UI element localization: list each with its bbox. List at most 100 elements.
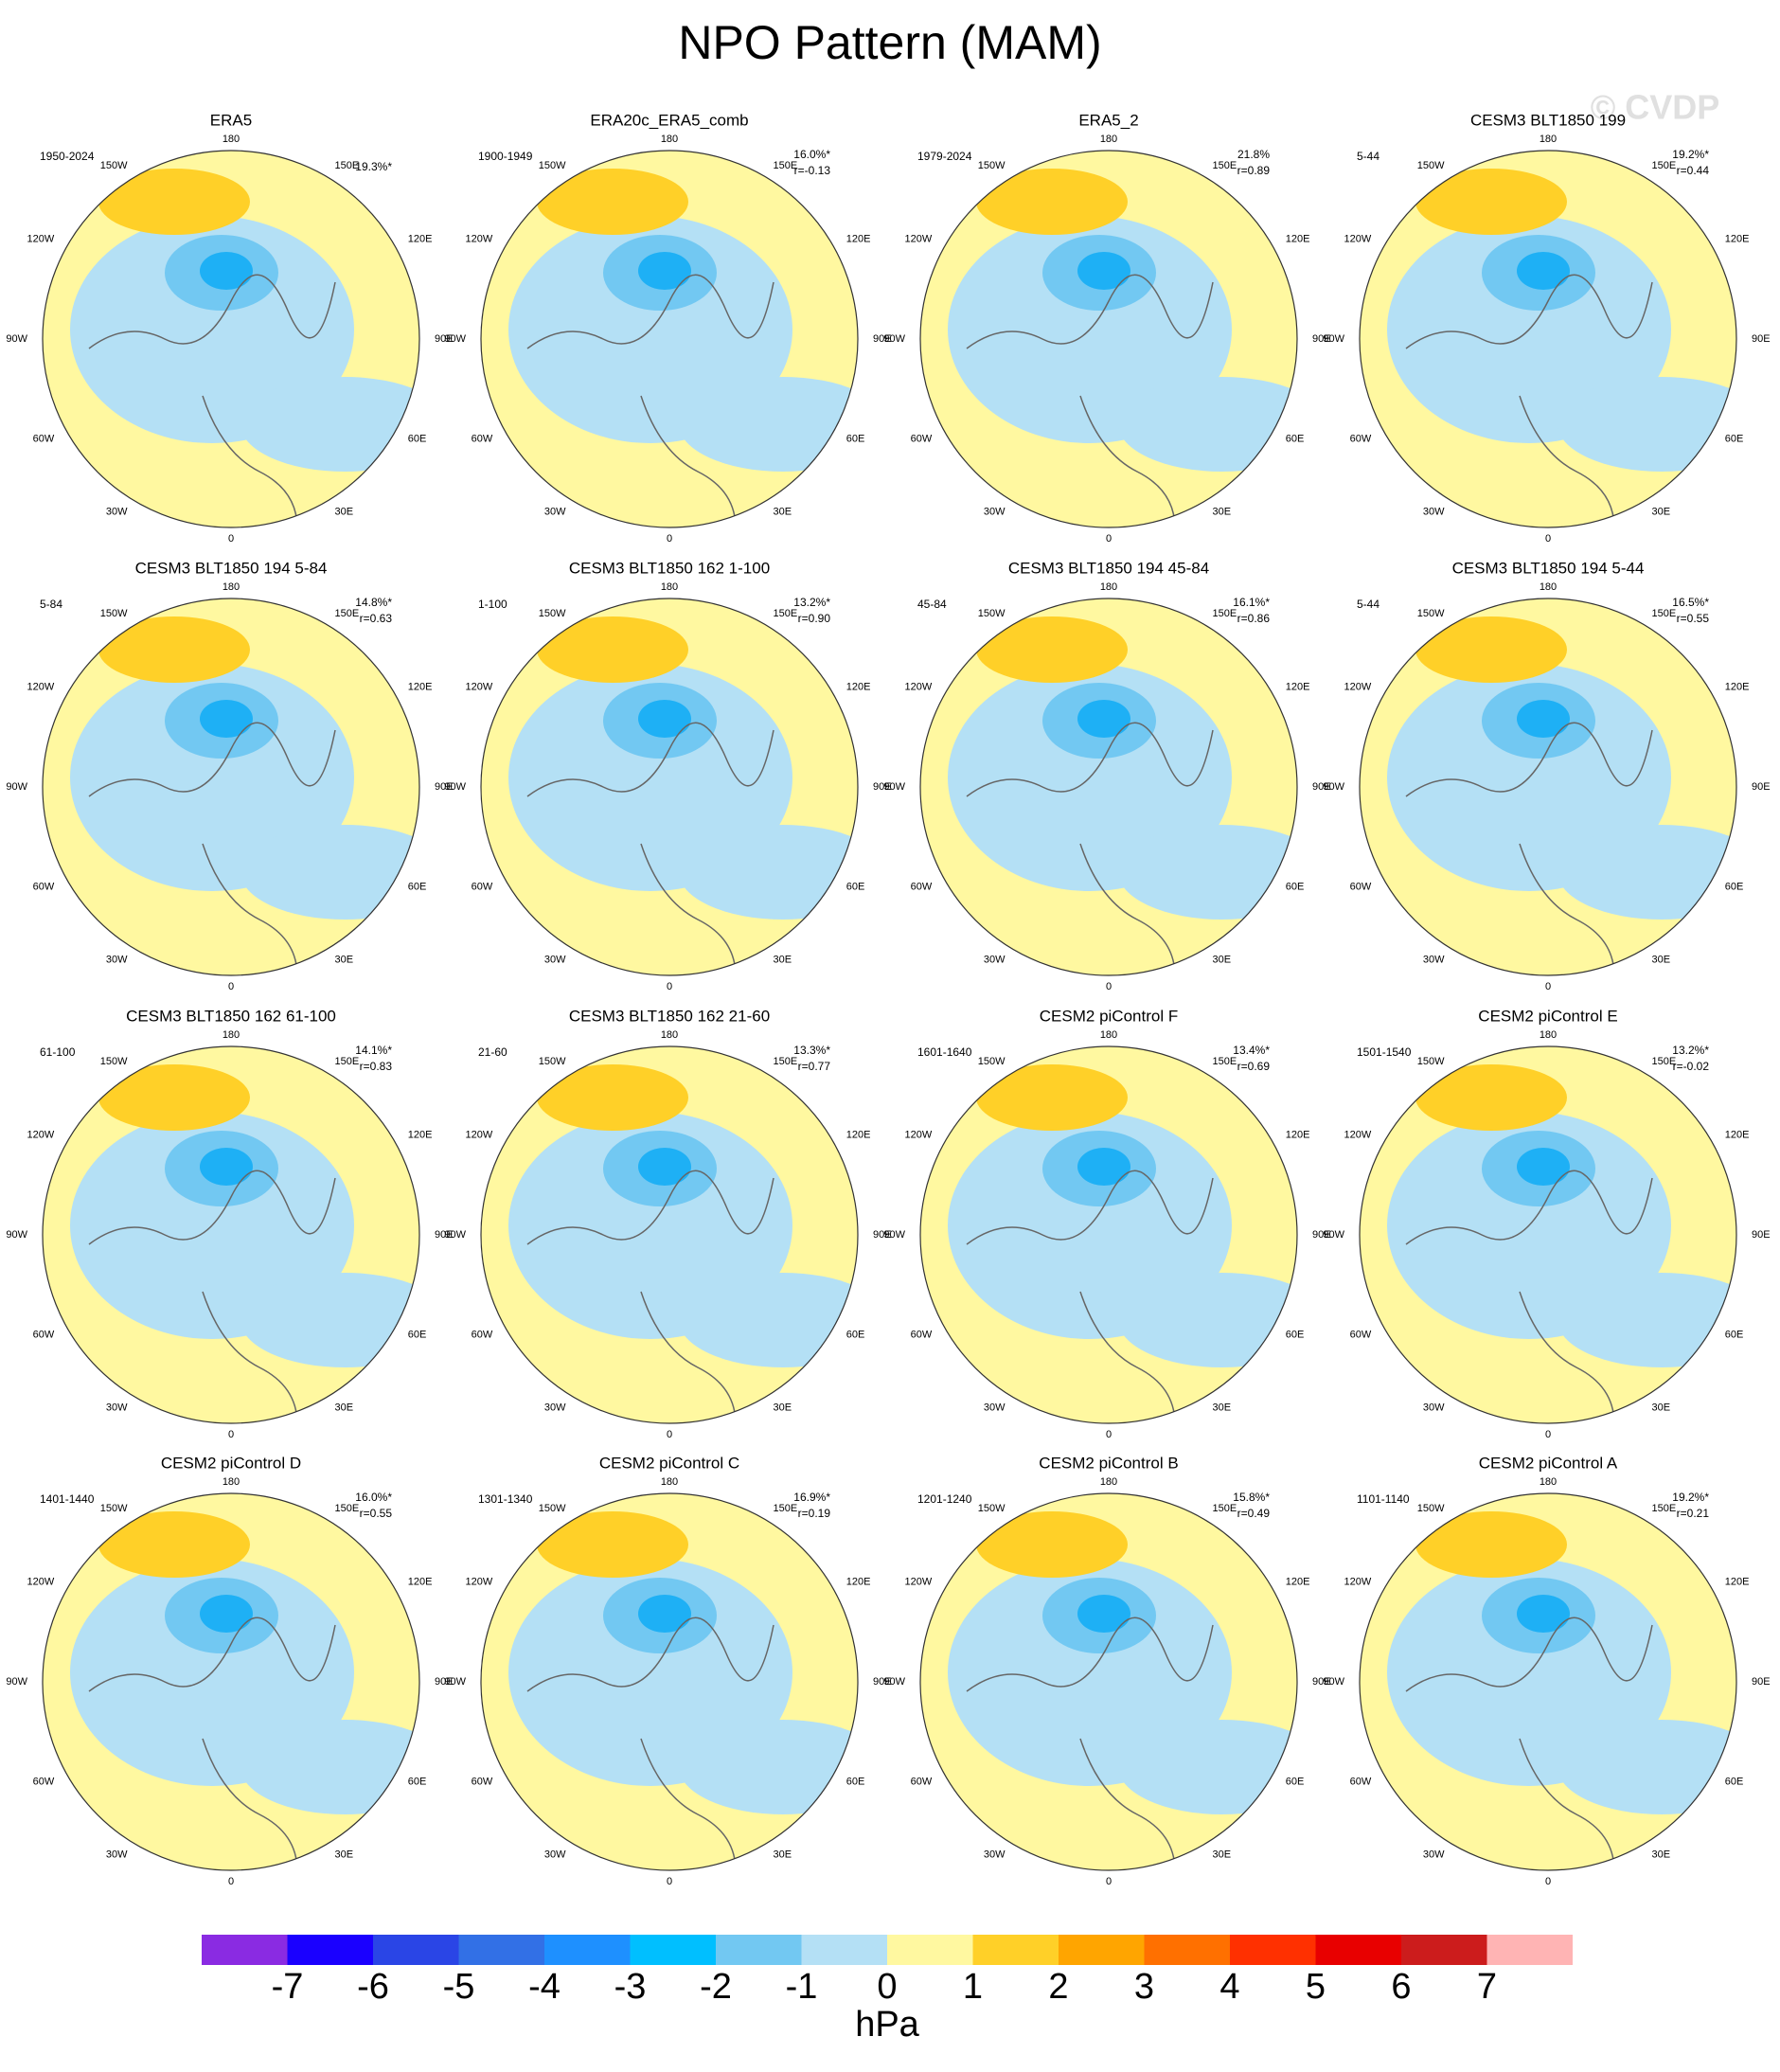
longitude-label: 120E <box>846 1129 871 1140</box>
map-panel: CESM2 piControl B 1201-1240 15.8%* r=0.49 18… <box>883 1454 1330 1886</box>
map-border <box>480 150 859 528</box>
period: 5-84 <box>40 598 62 611</box>
period: 1301-1340 <box>478 1492 533 1506</box>
negative-core <box>1517 1595 1570 1633</box>
map-border <box>919 1492 1298 1871</box>
longitude-label: 180 <box>661 1476 678 1488</box>
negative-core <box>1077 1595 1130 1633</box>
longitude-label: 60E <box>1725 1329 1744 1340</box>
longitude-label: 60W <box>33 433 55 444</box>
pattern-correlation: r=-0.02 <box>1673 1060 1710 1073</box>
negative-region <box>1118 1720 1297 1814</box>
longitude-label: 30E <box>1652 1849 1671 1861</box>
map-fill <box>920 1493 1297 1870</box>
period: 21-60 <box>478 1045 507 1059</box>
longitude-label: 90W <box>883 333 905 345</box>
longitude-label: 120W <box>466 1129 493 1140</box>
longitude-label: 90E <box>1312 333 1331 345</box>
longitude-label: 180 <box>222 1029 240 1041</box>
watermark: © CVDP <box>1591 88 1720 127</box>
colorbar-tick-label: 3 <box>1134 1967 1154 2007</box>
map-panel: CESM2 piControl C 1301-1340 16.9%* r=0.19 18… <box>444 1454 891 1886</box>
panel-title: CESM2 piControl A <box>1479 1454 1618 1472</box>
longitude-label: 150W <box>1417 1503 1445 1514</box>
coastline <box>1405 722 1653 975</box>
longitude-label: 60W <box>472 881 493 892</box>
variance: 15.8%* <box>1233 1491 1270 1504</box>
panel-title: CESM2 piControl D <box>161 1454 301 1472</box>
pattern-correlation: r=0.44 <box>1677 164 1710 177</box>
negative-core <box>200 700 253 738</box>
pattern-correlation: r=0.90 <box>798 612 831 625</box>
colorbar-label: hPa <box>855 2005 919 2045</box>
map-panel: CESM2 piControl F 1601-1640 13.4%* r=0.69 18… <box>883 1007 1330 1439</box>
longitude-label: 30E <box>335 507 354 518</box>
longitude-label: 150W <box>100 1503 128 1514</box>
longitude-label: 90W <box>6 1676 27 1688</box>
longitude-label: 60E <box>846 1776 865 1787</box>
coastline <box>1405 1170 1653 1423</box>
variance: 16.5%* <box>1672 596 1709 609</box>
longitude-label: 180 <box>222 134 240 145</box>
colorbar-swatch <box>801 1935 887 1965</box>
period: 61-100 <box>40 1045 76 1059</box>
longitude-label: 180 <box>1100 581 1117 593</box>
map-border <box>42 598 420 976</box>
longitude-label: 120E <box>1286 233 1310 244</box>
longitude-label: 120W <box>1344 1576 1372 1587</box>
longitude-label: 150E <box>774 1503 798 1514</box>
positive-region <box>537 169 688 235</box>
colorbar-tick-label: -3 <box>614 1967 647 2007</box>
longitude-label: 120W <box>466 1576 493 1587</box>
longitude-label: 90W <box>1323 333 1344 345</box>
coastline <box>966 1617 1214 1870</box>
map-panel: ERA20c_ERA5_comb 1900-1949 16.0%* r=-0.13 18… <box>444 111 891 544</box>
positive-region <box>976 1064 1128 1131</box>
pattern-correlation: r=0.69 <box>1237 1060 1271 1073</box>
variance: 19.3%* <box>355 160 392 173</box>
longitude-label: 120W <box>27 1576 55 1587</box>
panel-title: ERA5_2 <box>1078 111 1138 129</box>
longitude-label: 0 <box>667 981 672 992</box>
panel-title: CESM2 piControl F <box>1040 1007 1178 1025</box>
positive-region <box>537 616 688 683</box>
longitude-label: 30E <box>774 1402 792 1414</box>
longitude-label: 30E <box>335 955 354 966</box>
longitude-label: 120W <box>27 233 55 244</box>
colorbar-swatch <box>287 1935 373 1965</box>
longitude-label: 90W <box>444 781 466 793</box>
longitude-label: 150E <box>335 1056 360 1067</box>
panel-title: CESM3 BLT1850 162 1-100 <box>569 559 770 577</box>
longitude-label: 120E <box>408 1129 433 1140</box>
longitude-label: 60E <box>1286 1776 1305 1787</box>
coastline <box>526 1170 774 1423</box>
map-panel: CESM3 BLT1850 162 1-100 1-100 13.2%* r=0.90… <box>444 559 891 991</box>
colorbar-swatch <box>716 1935 802 1965</box>
map-panel: CESM3 BLT1850 199 5-44 19.2%* r=0.44 180 150E… <box>1323 111 1770 544</box>
longitude-label: 150W <box>978 160 1006 171</box>
longitude-label: 30E <box>1213 1849 1232 1861</box>
colorbar-swatch <box>972 1935 1059 1965</box>
map-fill <box>43 1046 419 1423</box>
longitude-label: 30W <box>544 955 566 966</box>
map-fill <box>920 598 1297 975</box>
map-fill <box>920 151 1297 527</box>
map-fill <box>481 1046 858 1423</box>
period: 5-44 <box>1357 150 1380 163</box>
longitude-label: 60E <box>1725 881 1744 892</box>
longitude-label: 0 <box>228 1876 234 1887</box>
panel-title: CESM3 BLT1850 194 45-84 <box>1008 559 1209 577</box>
longitude-label: 30W <box>1423 955 1445 966</box>
longitude-label: 90W <box>883 1676 905 1688</box>
longitude-label: 0 <box>228 533 234 545</box>
longitude-label: 90E <box>435 1229 454 1241</box>
longitude-label: 120W <box>466 681 493 692</box>
longitude-label: 90E <box>435 333 454 345</box>
coastline <box>88 1170 336 1423</box>
panel-title: ERA5 <box>210 111 252 129</box>
period: 1979-2024 <box>917 150 972 163</box>
longitude-label: 0 <box>228 981 234 992</box>
map-panel: CESM3 BLT1850 194 5-84 5-84 14.8%* r=0.63 18… <box>6 559 453 991</box>
positive-region <box>98 169 250 235</box>
